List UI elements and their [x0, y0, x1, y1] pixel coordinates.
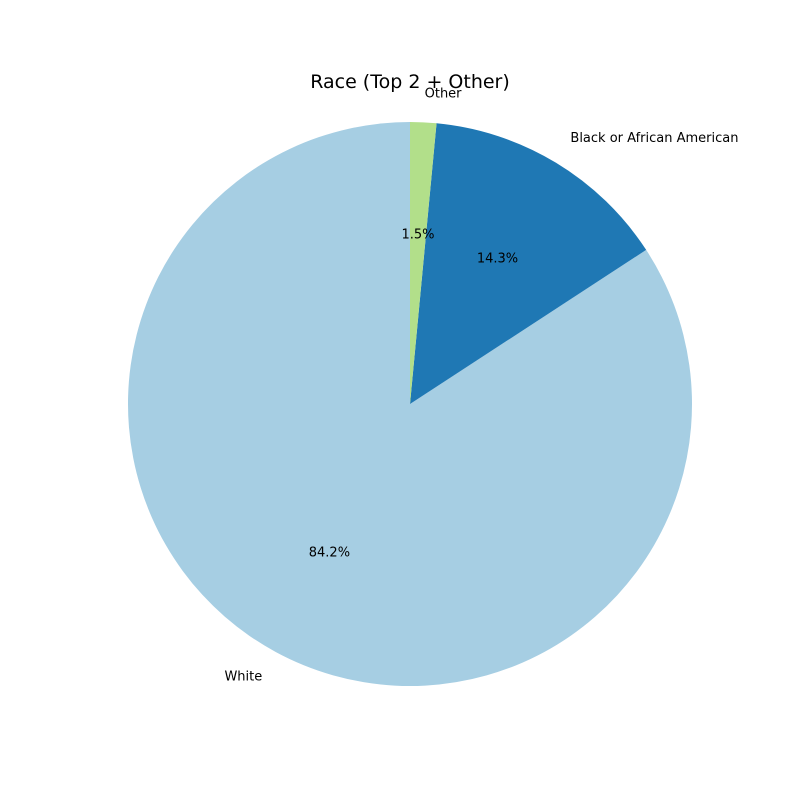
- pie-slices: [127, 122, 693, 686]
- pie-slice-other: [410, 122, 437, 404]
- slice-percent-black-or-african-american: 14.3%: [477, 252, 518, 267]
- pie-labels: White 84.2% Black or African American 14.3%…: [224, 87, 738, 685]
- slice-label-other: Other: [425, 87, 463, 102]
- chart-title: Race (Top 2 + Other): [310, 71, 510, 93]
- slice-label-white: White: [224, 669, 262, 684]
- slice-label-black-or-african-american: Black or African American: [570, 131, 738, 146]
- pie-slice-black-or-african-american: [410, 123, 647, 404]
- slice-percent-other: 1.5%: [401, 227, 434, 242]
- slice-percent-white: 84.2%: [309, 545, 350, 560]
